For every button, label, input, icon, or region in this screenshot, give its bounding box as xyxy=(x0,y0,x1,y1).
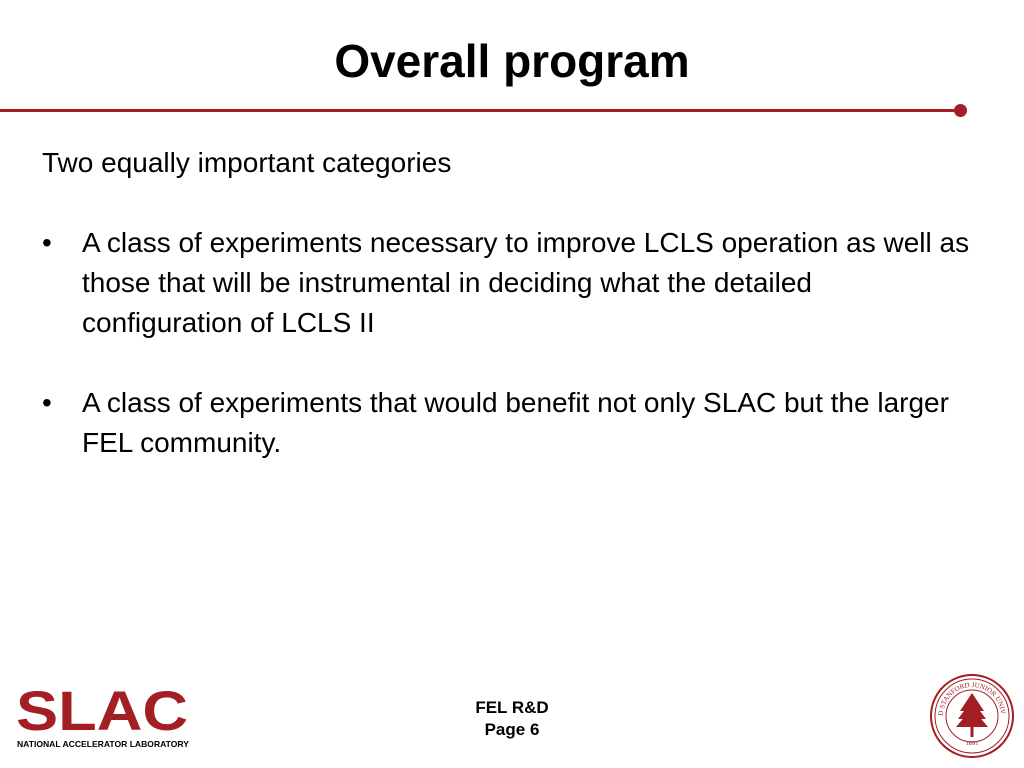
slac-logo-subtext: NATIONAL ACCELERATOR LABORATORY xyxy=(17,739,189,749)
bullet-item: • A class of experiments necessary to im… xyxy=(42,223,972,343)
slac-logo: SLAC NATIONAL ACCELERATOR LABORATORY xyxy=(16,686,189,749)
bullet-marker: • xyxy=(42,387,52,418)
rule-end-dot xyxy=(954,104,967,117)
title-rule xyxy=(0,109,962,112)
bullet-item: • A class of experiments that would bene… xyxy=(42,383,972,463)
slac-logo-text: SLAC xyxy=(16,686,188,742)
bullet-text: A class of experiments necessary to impr… xyxy=(82,227,970,338)
footer-info: FEL R&D Page 6 xyxy=(0,697,1024,741)
intro-text: Two equally important categories xyxy=(42,147,452,178)
footer-section: FEL R&D xyxy=(475,698,549,717)
page-number: Page 6 xyxy=(484,720,540,739)
bullet-text: A class of experiments that would benefi… xyxy=(82,387,949,458)
slide-title: Overall program xyxy=(334,35,690,87)
slide-body: Two equally important categories • A cla… xyxy=(42,143,972,503)
seal-year: 1891 xyxy=(966,740,979,747)
stanford-seal-icon: LELAND STANFORD JUNIOR UNIVERSITY 1891 xyxy=(929,673,1014,758)
tree-icon xyxy=(956,693,988,737)
bullet-marker: • xyxy=(42,227,52,258)
